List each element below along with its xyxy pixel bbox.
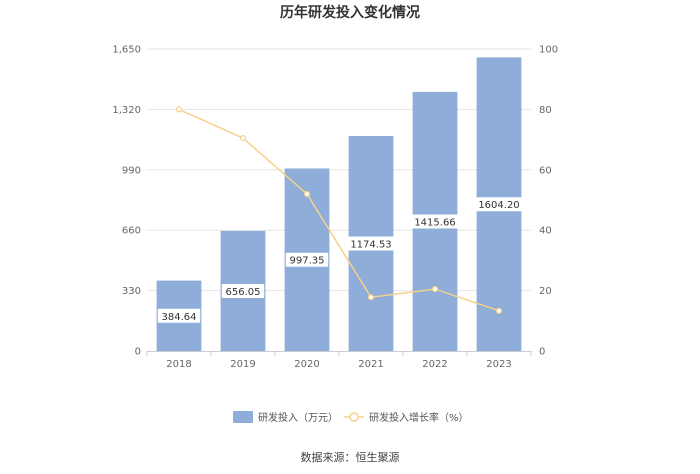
bar-data-label: 1415.66 bbox=[414, 217, 455, 228]
left-axis-tick-label: 1,650 bbox=[112, 45, 141, 56]
left-axis-tick-label: 660 bbox=[122, 226, 141, 237]
bar-data-label: 1604.20 bbox=[478, 200, 519, 211]
right-axis-tick-label: 40 bbox=[539, 226, 552, 237]
bar-label-background bbox=[410, 214, 460, 229]
bar-label-background bbox=[285, 252, 329, 267]
right-axis-tick-label: 80 bbox=[539, 105, 552, 116]
bar-label-background bbox=[221, 283, 265, 298]
right-axis-tick-label: 0 bbox=[539, 347, 545, 358]
growth-rate-point bbox=[367, 294, 375, 301]
gridlines bbox=[147, 48, 531, 292]
chart-title: 历年研发投入变化情况 bbox=[280, 4, 420, 21]
growth-rate-point bbox=[175, 106, 183, 113]
growth-rate-point bbox=[495, 307, 503, 314]
left-axis-tick-label: 1,320 bbox=[112, 105, 141, 116]
x-axis-tick-label: 2021 bbox=[358, 359, 383, 370]
legend-bar-swatch bbox=[233, 411, 253, 423]
left-axis-tick-label: 330 bbox=[122, 286, 141, 297]
x-axis-tick-label: 2018 bbox=[166, 359, 191, 370]
line-series bbox=[175, 106, 503, 314]
growth-rate-line bbox=[178, 108, 500, 312]
legend-bar-label: 研发投入（万元） bbox=[258, 411, 338, 424]
bar-data-label: 997.35 bbox=[290, 256, 325, 267]
right-axis-tick-label: 60 bbox=[539, 165, 552, 176]
left-axis-tick-label: 0 bbox=[135, 347, 141, 358]
right-axis-tick-label: 100 bbox=[539, 45, 558, 56]
bar-series bbox=[156, 57, 522, 352]
legend-line-label: 研发投入增长率（%） bbox=[369, 411, 469, 424]
growth-rate-point bbox=[239, 134, 247, 142]
bar-data-label: 1174.53 bbox=[350, 240, 391, 251]
source-note: 数据来源：恒生聚源 bbox=[301, 450, 400, 464]
right-axis-tick-label: 20 bbox=[539, 286, 552, 297]
x-axis-tick-label: 2019 bbox=[230, 359, 255, 370]
x-axis: 2018 2019 2020 2021 2022 2023 bbox=[146, 351, 532, 370]
left-axis-ticks: 0 330 660 990 1,320 1,650 bbox=[112, 45, 141, 358]
x-axis-tick-label: 2023 bbox=[486, 359, 511, 370]
right-axis-ticks: 0 20 40 60 80 100 bbox=[539, 45, 558, 358]
legend-line-marker bbox=[349, 412, 359, 422]
left-axis-tick-label: 990 bbox=[122, 165, 141, 176]
bar-data-label: 656.05 bbox=[226, 287, 261, 298]
growth-rate-point bbox=[303, 190, 311, 198]
bar-data-labels: 384.64 656.05 997.35 1174.53 1415.66 1604.20 bbox=[157, 197, 524, 323]
x-axis-tick-label: 2020 bbox=[294, 359, 319, 370]
bar-label-background bbox=[474, 197, 524, 212]
bar-label-background bbox=[157, 308, 201, 323]
x-axis-tick-label: 2022 bbox=[422, 359, 447, 370]
growth-rate-point bbox=[431, 285, 439, 293]
bar-data-label: 384.64 bbox=[162, 312, 197, 323]
bar-label-background bbox=[346, 236, 396, 251]
legend: 研发投入（万元） 研发投入增长率（%） bbox=[233, 411, 469, 424]
